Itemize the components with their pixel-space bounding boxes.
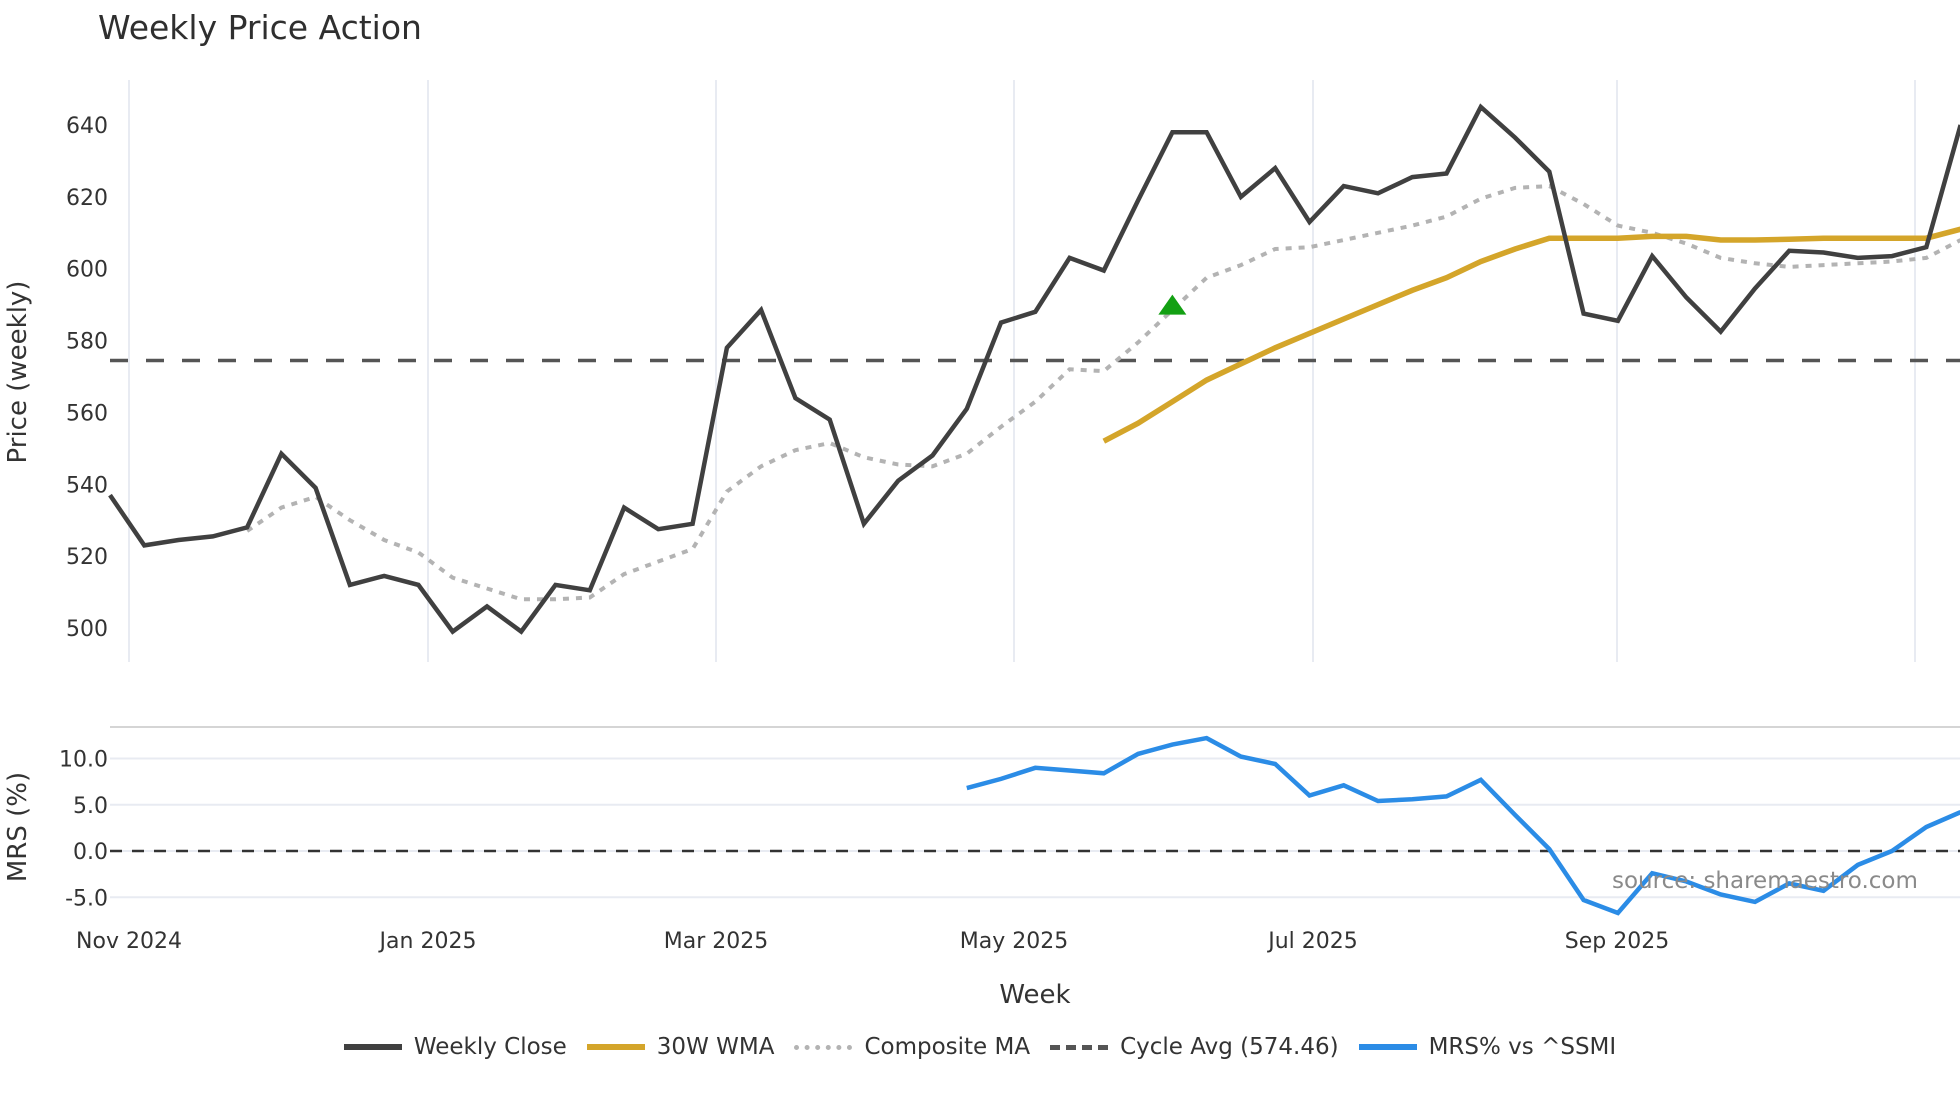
source-watermark: source: sharemaestro.com (1612, 868, 1918, 894)
y-tick-label: 620 (66, 186, 108, 211)
x-tick-label: Jul 2025 (1266, 929, 1358, 954)
mrs-y-axis-label: MRS (%) (3, 772, 33, 882)
legend-label: Composite MA (864, 1034, 1031, 1060)
mrs-swatch-icon (1358, 1044, 1417, 1050)
y-axis-label: Price (weekly) (3, 281, 33, 464)
x-tick-label: Mar 2025 (664, 929, 769, 954)
legend-item: MRS% vs ^SSMI (1358, 1034, 1617, 1060)
mrs-y-tick-label: -5.0 (65, 886, 108, 911)
mrs-y-tick-label: 5.0 (73, 794, 108, 819)
y-tick-label: 520 (66, 545, 108, 570)
legend-label: 30W WMA (656, 1034, 775, 1060)
wma30-line (1102, 226, 1960, 444)
composite-ma-swatch-icon (794, 1044, 853, 1050)
y-tick-label: 600 (66, 258, 108, 283)
y-tick-label: 540 (66, 473, 108, 498)
legend-label: Cycle Avg (574.46) (1120, 1034, 1339, 1060)
mrs-line (966, 735, 1960, 916)
weekly-close-line (108, 103, 1960, 635)
y-tick-label: 500 (66, 617, 108, 642)
composite-ma-line (245, 184, 1960, 602)
y-tick-label: 580 (66, 330, 108, 355)
x-tick-label: Jan 2025 (378, 929, 477, 954)
legend-label: Weekly Close (413, 1034, 567, 1060)
weekly-close-swatch-icon (343, 1044, 402, 1050)
y-tick-label: 560 (66, 401, 108, 426)
cycle-avg-swatch-icon (1050, 1044, 1109, 1050)
mrs-y-tick-label: 10.0 (59, 748, 108, 773)
x-axis-label: Week (999, 980, 1070, 1010)
legend: Weekly Close 30W WMA Composite MA Cycle Avg… (0, 1034, 1960, 1060)
x-tick-label: Nov 2024 (76, 929, 182, 954)
wma30-swatch-icon (586, 1044, 645, 1050)
legend-item: Weekly Close (343, 1034, 567, 1060)
buy-signal-triangle-icon (1158, 294, 1187, 315)
mrs-y-tick-label: 0.0 (73, 840, 108, 865)
y-tick-label: 640 (66, 114, 108, 139)
legend-label: MRS% vs ^SSMI (1428, 1034, 1617, 1060)
chart-title: Weekly Price Action (98, 8, 422, 47)
x-tick-label: May 2025 (960, 929, 1068, 954)
legend-item: Composite MA (794, 1034, 1030, 1060)
x-tick-label: Sep 2025 (1565, 929, 1669, 954)
legend-item: Cycle Avg (574.46) (1050, 1034, 1339, 1060)
legend-item: 30W WMA (586, 1034, 775, 1060)
